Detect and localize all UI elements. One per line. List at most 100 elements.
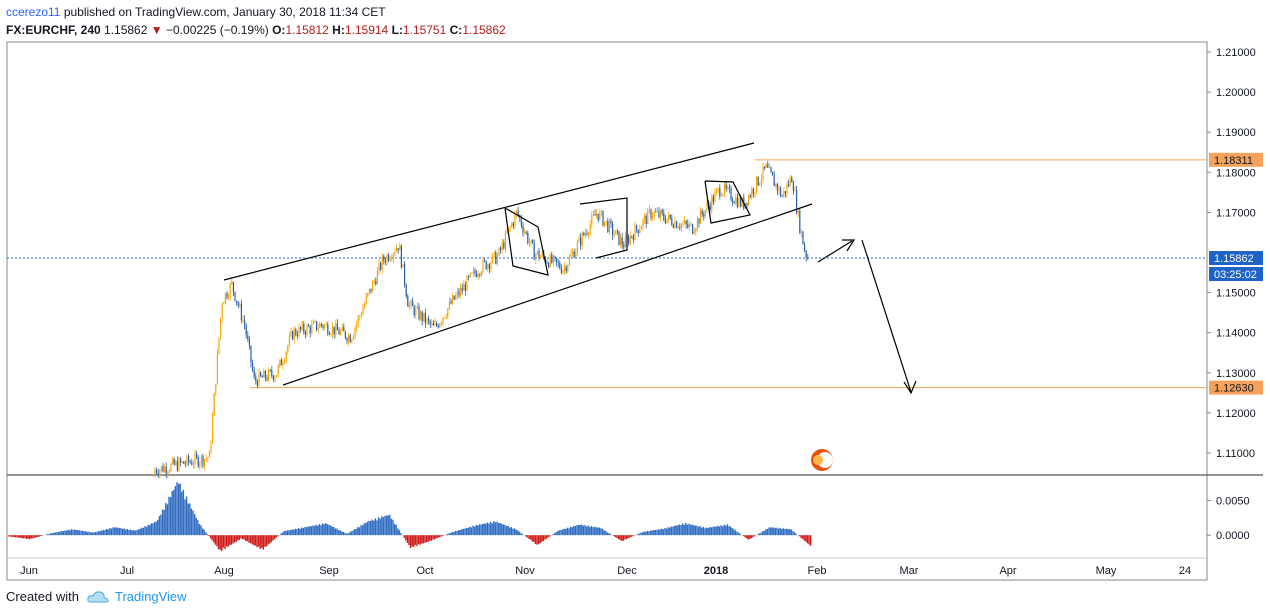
pattern-dec[interactable] [704,180,751,224]
candle-body [204,458,206,466]
candle-body [492,254,494,263]
candle-body [189,462,191,463]
candle-body [799,210,801,233]
candle-body [180,458,182,463]
candle-body [226,293,228,298]
candle-body [220,318,222,339]
candle-body [296,335,298,337]
candle-body [631,235,633,237]
time-tick-label: Nov [515,565,535,577]
watermark-logo [811,449,833,471]
candle-body [538,250,540,259]
candle-body [488,264,490,269]
candle-body [280,359,282,366]
candle-body [684,220,686,224]
candle-body [349,335,351,343]
candle-body [580,237,582,246]
candle-body [599,212,601,220]
candle-body [701,210,703,215]
candle-body [576,242,578,252]
channel-lower-line[interactable] [282,203,813,386]
candle-body [676,221,678,228]
candle-body [762,166,764,179]
candle-body [397,248,399,251]
price-tick-label: 1.17000 [1216,207,1256,219]
candle-body [618,231,620,245]
time-tick-label: 2018 [704,565,728,577]
candle-body [560,268,562,273]
candle-body [528,242,530,244]
candle-body [357,316,359,324]
candle-body [320,323,322,326]
projection-up-arrow[interactable] [817,240,853,263]
pattern-oct[interactable] [504,207,549,276]
candle-body [776,183,778,191]
candle-body [674,221,676,228]
candle-body [392,253,394,259]
candle-body [788,184,790,186]
candle-body [613,234,615,236]
candle-body [698,218,700,224]
candle-body [420,311,422,320]
candle-body [167,472,169,474]
candle-body [551,254,553,263]
candle-body [548,263,550,268]
drawings[interactable] [223,142,917,395]
author-link[interactable]: ccerezo11 [6,5,61,19]
candle-body [300,326,302,330]
tradingview-brand-link[interactable]: TradingView [114,589,187,604]
candle-body [796,190,798,213]
candle-body [746,202,748,206]
candle-body [501,242,503,251]
down-arrow-icon: ▼ [150,23,163,37]
projection-down-arrowhead[interactable] [903,380,917,395]
candle-body [586,232,588,235]
candle-body [487,264,489,270]
candle-body [554,256,556,259]
price-tick-label: 1.15000 [1216,288,1256,300]
candle-body [245,325,247,336]
candle-body [436,323,438,326]
candle-body [162,466,164,472]
candle-body [565,266,567,272]
candle-body [218,338,220,354]
candle-body [794,190,796,192]
candle-body [804,244,806,252]
candle-body [498,247,500,256]
candle-body [620,237,622,245]
candle-body [452,295,454,304]
candle-body [156,469,158,474]
candle-body [564,266,566,271]
candle-body [514,214,516,226]
candle-body [261,376,263,378]
candle-body [197,456,199,467]
candle-body [477,274,479,277]
projection-up-arrowhead[interactable] [842,239,856,252]
candle-body [485,261,487,270]
candle-body [789,177,791,186]
candle-body [783,191,785,197]
channel-upper-line[interactable] [223,142,755,281]
candle-body [285,351,287,361]
candle-body [660,210,662,218]
time-tick-label: Apr [999,565,1016,577]
symbol-legend: FX:EURCHF, 240 1.15862 ▼ −0.00225 (−0.19… [6,23,506,37]
pattern-nov[interactable] [579,197,628,259]
price-tick-label: 1.19000 [1216,127,1256,139]
candle-body [458,291,460,296]
candle-body [268,369,270,381]
candle-body [199,463,201,467]
candle-body [231,281,233,284]
candle-body [525,232,527,233]
projection-down-arrow[interactable] [861,239,912,393]
candle-body [549,254,551,268]
candle-body [680,224,682,228]
candle-body [384,260,386,263]
candle-body [317,327,319,330]
candle-body [655,211,657,213]
low-value: 1.15751 [402,23,447,37]
candle-body [464,284,466,291]
price-tick-label: 1.12000 [1216,408,1256,420]
candle-body [424,312,426,324]
